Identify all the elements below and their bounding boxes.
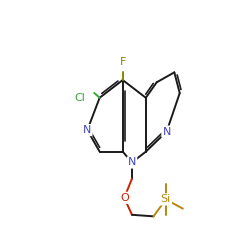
Text: F: F — [120, 57, 126, 67]
Text: N: N — [128, 158, 136, 168]
Text: Cl: Cl — [74, 93, 85, 103]
Text: Si: Si — [161, 194, 171, 204]
Text: N: N — [162, 127, 171, 137]
Text: N: N — [83, 125, 92, 135]
Text: O: O — [120, 193, 129, 203]
